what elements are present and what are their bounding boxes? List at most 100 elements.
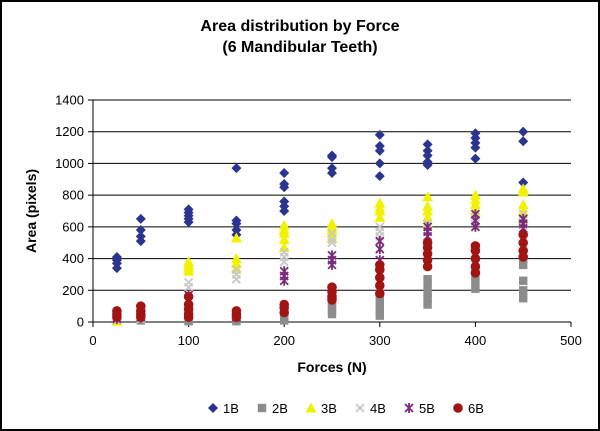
data-point — [278, 227, 290, 238]
legend-marker — [355, 403, 365, 413]
data-point — [422, 211, 434, 222]
y-tick-label: 400 — [62, 251, 84, 266]
data-point — [112, 312, 122, 323]
data-point — [183, 312, 194, 323]
data-point — [375, 264, 385, 275]
data-point — [327, 234, 337, 245]
data-point — [422, 191, 434, 202]
x-axis-label: Forces (N) — [297, 359, 366, 375]
legend-marker — [257, 403, 267, 413]
data-point — [135, 225, 146, 236]
data-point — [183, 217, 194, 228]
data-point — [231, 274, 242, 284]
data-point — [517, 205, 529, 216]
data-point — [279, 307, 290, 318]
data-point — [470, 268, 481, 278]
data-points — [111, 126, 529, 326]
data-point — [374, 171, 385, 182]
data-point — [279, 275, 289, 286]
data-point — [327, 238, 337, 248]
legend-marker — [305, 402, 317, 413]
data-point — [327, 305, 337, 314]
legend-label: 4B — [370, 401, 386, 416]
data-point — [422, 160, 433, 171]
data-point — [423, 289, 432, 298]
data-point — [470, 253, 481, 264]
data-point — [374, 129, 385, 140]
data-point — [375, 272, 385, 283]
data-point — [374, 158, 385, 169]
legend: 1B 2B 3B 4B 5B 6B — [208, 401, 484, 416]
data-point — [519, 294, 528, 303]
y-axis-label: Area (pixels) — [23, 169, 39, 253]
legend-label: 6B — [468, 401, 484, 416]
legend-label: 2B — [272, 401, 288, 416]
data-point — [279, 167, 290, 178]
data-point — [183, 282, 194, 292]
data-point — [470, 142, 481, 153]
data-point — [327, 152, 337, 163]
x-tick-label: 0 — [89, 333, 96, 348]
chart-subtitle: (6 Mandibular Teeth) — [222, 39, 378, 56]
x-tick-label: 200 — [273, 333, 295, 348]
legend-item-3B: 3B — [305, 401, 337, 416]
data-point — [375, 288, 385, 299]
data-point — [375, 311, 384, 320]
legend-marker — [404, 403, 414, 413]
legend-item-1B: 1B — [208, 401, 239, 416]
data-point — [230, 262, 242, 273]
data-point — [231, 312, 242, 323]
legend-item-4B: 4B — [355, 401, 386, 416]
data-point — [278, 234, 290, 245]
data-point — [423, 281, 432, 290]
data-point — [183, 265, 195, 276]
x-tick-label: 100 — [178, 333, 200, 348]
y-tick-label: 600 — [62, 219, 84, 234]
data-point — [327, 167, 337, 178]
data-point — [374, 205, 386, 216]
data-point — [231, 218, 242, 229]
y-tick-label: 800 — [62, 188, 84, 203]
data-point — [375, 280, 385, 291]
data-point — [375, 301, 384, 311]
x-tick-label: 500 — [560, 333, 582, 348]
legend-label: 5B — [419, 401, 435, 416]
y-tick-label: 1400 — [55, 93, 84, 108]
y-tick-label: 1000 — [55, 156, 84, 171]
data-point — [375, 295, 384, 304]
data-point — [519, 286, 528, 295]
data-point — [518, 237, 528, 248]
data-point — [279, 182, 290, 193]
data-point — [230, 232, 242, 243]
data-point — [422, 139, 433, 150]
legend-label: 1B — [223, 401, 239, 416]
tick-labels: 0 200 400 600 800 1000 1200 1400 0 100 200 300 400 50… — [55, 93, 582, 349]
data-point — [518, 177, 529, 188]
data-point — [470, 153, 481, 164]
data-point — [231, 163, 242, 174]
data-point — [519, 260, 528, 270]
data-point — [136, 312, 146, 323]
data-point — [327, 259, 337, 270]
legend-label: 3B — [321, 401, 337, 416]
data-point — [374, 211, 386, 222]
data-point — [469, 199, 481, 210]
data-point — [279, 257, 289, 267]
data-point — [518, 126, 529, 137]
data-point — [280, 316, 289, 325]
x-tick-label: 400 — [465, 333, 487, 348]
data-point — [327, 309, 337, 319]
y-tick-label: 200 — [62, 283, 84, 298]
data-point — [471, 278, 480, 287]
legend-item-2B: 2B — [257, 401, 288, 416]
data-point — [518, 229, 528, 240]
data-point — [279, 206, 290, 216]
series-3B — [111, 183, 529, 326]
data-point — [135, 236, 146, 247]
data-point — [517, 199, 529, 210]
data-point — [375, 306, 384, 316]
axes — [88, 99, 572, 327]
data-point — [135, 213, 146, 224]
y-tick-label: 1200 — [55, 124, 84, 139]
